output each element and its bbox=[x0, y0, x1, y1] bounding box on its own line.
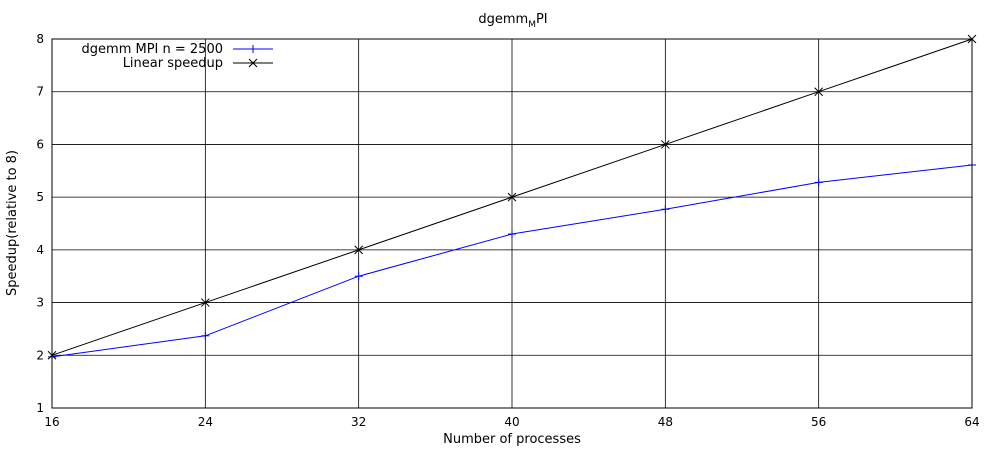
x-axis-label: Number of processes bbox=[443, 432, 581, 447]
plot-frame bbox=[51, 38, 973, 409]
x-tick-label: 16 bbox=[44, 415, 59, 429]
data-point-marker bbox=[354, 272, 363, 281]
y-tick-label: 6 bbox=[36, 137, 44, 151]
data-point-marker bbox=[354, 245, 364, 255]
chart-title: dgemmMPI bbox=[478, 12, 547, 30]
x-tick-label: 24 bbox=[198, 415, 213, 429]
y-tick-label: 5 bbox=[36, 190, 44, 204]
grid bbox=[52, 39, 972, 408]
legend-label-mpi: dgemm MPI n = 2500 bbox=[82, 42, 223, 57]
y-tick-label: 1 bbox=[36, 401, 44, 415]
legend-marker-glyph bbox=[249, 45, 257, 53]
y-tick-label: 2 bbox=[36, 348, 44, 362]
x-tick-label: 32 bbox=[351, 415, 366, 429]
x-tick-label: 40 bbox=[504, 415, 519, 429]
y-tick-label: 4 bbox=[36, 243, 44, 257]
data-point-marker bbox=[507, 192, 517, 202]
x-tick-label: 64 bbox=[964, 415, 979, 429]
y-axis-label: Speedup(relative to 8) bbox=[5, 150, 20, 296]
x-tick-label: 48 bbox=[658, 415, 673, 429]
y-tick-label: 8 bbox=[36, 32, 44, 46]
data-point-marker bbox=[814, 87, 824, 97]
data-point-marker bbox=[200, 298, 210, 307]
data-point-marker bbox=[201, 331, 210, 340]
data-point-marker bbox=[508, 230, 516, 239]
legend-marker-glyph bbox=[248, 58, 258, 68]
legend-label-linear: Linear speedup bbox=[123, 56, 223, 71]
y-tick-label: 3 bbox=[36, 296, 44, 310]
data-point-marker bbox=[660, 140, 670, 149]
data-point-marker bbox=[814, 178, 823, 187]
legend-marker-cross bbox=[248, 58, 258, 68]
data-point-marker bbox=[661, 205, 670, 214]
legend: dgemm MPI n = 2500 Linear speedup bbox=[82, 42, 273, 71]
y-tick-label: 7 bbox=[36, 85, 44, 99]
legend-marker-plus bbox=[249, 45, 257, 53]
x-tick-label: 56 bbox=[811, 415, 826, 429]
